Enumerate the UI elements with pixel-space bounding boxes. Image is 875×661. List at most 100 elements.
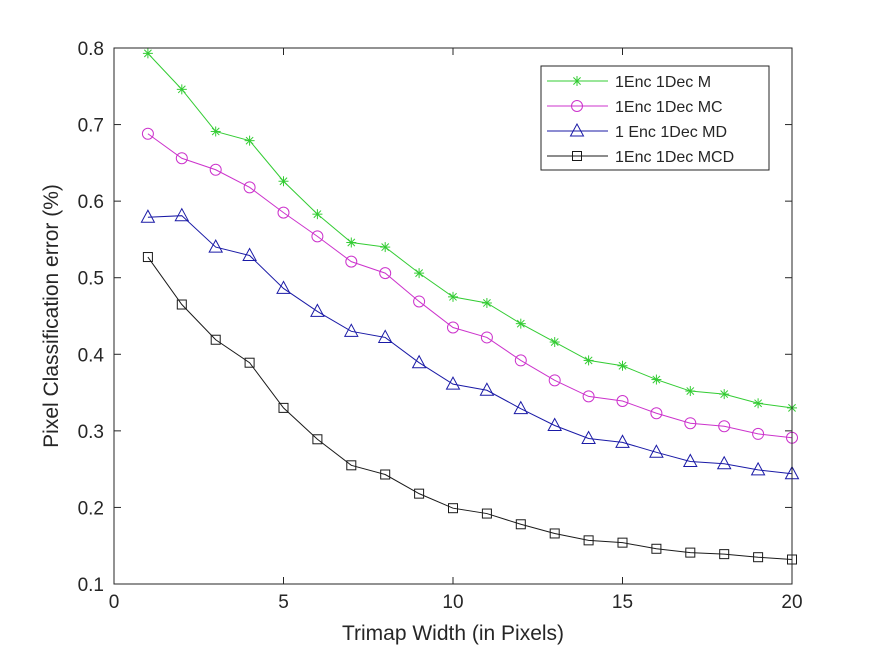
series-1-point-6: [312, 209, 323, 220]
series-2-point-15: [616, 394, 629, 407]
series-1-point-4: [244, 135, 255, 146]
series-3-point-10: [445, 376, 461, 390]
series-3-point-12: [513, 400, 529, 415]
series-3-point-7: [343, 323, 359, 337]
series-3-point-5: [276, 280, 291, 294]
series-3-point-2: [174, 207, 190, 222]
series-4-point-5: [278, 402, 289, 413]
legend-label-2: 1Enc 1Dec MC: [615, 99, 723, 116]
series-4-line: [147, 256, 793, 560]
series-3-point-6: [310, 303, 325, 317]
series-4-point-8: [380, 469, 391, 480]
series-1-point-18: [719, 389, 730, 400]
series-3-point-16: [649, 444, 664, 458]
series-2-point-11: [480, 331, 493, 344]
x-tick-label-1: 5: [278, 592, 289, 613]
series-2-point-18: [718, 420, 731, 433]
series-layer: [140, 48, 800, 565]
x-axis-label: Trimap Width (in Pixels): [342, 622, 564, 645]
series-3-point-15: [615, 434, 630, 448]
legend-marker-4: [572, 151, 582, 161]
x-tick-label-0: 0: [109, 592, 120, 613]
series-3-point-1: [140, 209, 156, 223]
series-3-point-14: [581, 430, 596, 445]
series-1-point-15: [617, 360, 628, 371]
series-3-point-19: [750, 461, 766, 476]
series-2-point-10: [447, 321, 459, 334]
series-1-point-1: [142, 48, 153, 59]
legend-marker-3: [569, 122, 585, 137]
series-2-point-4: [243, 181, 256, 194]
series-2-point-3: [209, 163, 222, 176]
series-3-point-4: [242, 247, 257, 262]
y-tick-label-1: 0.2: [78, 498, 104, 519]
series-4: [142, 252, 797, 565]
series-4-point-10: [448, 503, 458, 514]
series-2-point-12: [514, 354, 527, 367]
series-2-point-5: [277, 206, 290, 219]
legend: 1Enc 1Dec M 1Enc 1Dec MC 1 Enc 1Dec MD 1Enc…: [540, 65, 770, 171]
series-2-point-7: [345, 255, 358, 268]
series-1-point-14: [583, 355, 594, 366]
series-2-point-17: [684, 417, 697, 430]
series-3-point-8: [377, 329, 393, 343]
series-2: [141, 127, 798, 444]
series-2-point-13: [548, 374, 561, 387]
series-2-point-8: [379, 267, 392, 280]
tick-labels: 0 5 10 15 20 0.1 0.2 0.3 0.4 0.5 0.6 0.7 0.8: [78, 39, 803, 613]
y-tick-label-5: 0.6: [78, 192, 104, 213]
series-4-point-18: [719, 549, 730, 560]
legend-marker-1: [572, 76, 582, 86]
series-1-point-16: [651, 374, 662, 385]
y-axis-label: Pixel Classification error (%): [40, 184, 63, 448]
legend-item-1: 1Enc 1Dec M: [547, 74, 711, 91]
x-tick-label-3: 15: [612, 592, 633, 613]
legend-item-2: 1Enc 1Dec MC: [547, 99, 723, 116]
series-2-point-2: [175, 152, 188, 165]
series-1-point-8: [380, 242, 391, 253]
y-tick-label-6: 0.7: [78, 116, 104, 137]
series-4-point-6: [312, 434, 323, 445]
series-2-point-16: [650, 407, 663, 420]
series-4-point-2: [176, 299, 187, 310]
y-tick-label-2: 0.3: [78, 422, 104, 443]
x-tick-label-2: 10: [442, 592, 463, 613]
legend-item-4: 1Enc 1Dec MCD: [547, 149, 734, 166]
legend-label-1: 1Enc 1Dec M: [615, 74, 711, 91]
legend-item-3: 1 Enc 1Dec MD: [547, 122, 727, 141]
series-3-point-3: [208, 239, 224, 253]
series-1-point-9: [414, 268, 425, 279]
series-3-point-17: [682, 453, 698, 467]
series-3: [140, 207, 800, 480]
series-4-point-9: [414, 488, 425, 499]
series-4-point-12: [515, 519, 526, 530]
series-4-point-3: [210, 334, 221, 345]
series-1-point-11: [481, 297, 492, 308]
series-1-point-17: [685, 386, 696, 397]
series-2-point-1: [141, 127, 154, 140]
series-2-point-6: [311, 230, 324, 243]
series-4-point-14: [583, 535, 594, 546]
series-3-point-18: [716, 455, 732, 470]
series-1-point-3: [210, 126, 221, 137]
series-1-point-5: [278, 176, 289, 187]
series-4-point-1: [142, 252, 153, 263]
series-1-line: [147, 53, 793, 409]
series-4-point-19: [753, 552, 764, 563]
series-1-point-13: [549, 337, 560, 348]
series-2-point-14: [582, 390, 595, 403]
y-tick-label-4: 0.5: [78, 269, 104, 290]
series-4-point-13: [549, 528, 560, 539]
series-4-point-11: [481, 508, 492, 519]
series-1-point-19: [753, 398, 764, 409]
series-2-point-19: [752, 427, 765, 440]
series-3-point-13: [547, 417, 563, 431]
series-1-point-10: [448, 291, 458, 302]
legend-label-4: 1Enc 1Dec MCD: [615, 149, 734, 166]
y-tick-label-0: 0.1: [78, 575, 104, 596]
series-1-point-7: [346, 237, 357, 248]
series-4-point-4: [244, 357, 255, 368]
series-4-point-16: [651, 543, 662, 554]
